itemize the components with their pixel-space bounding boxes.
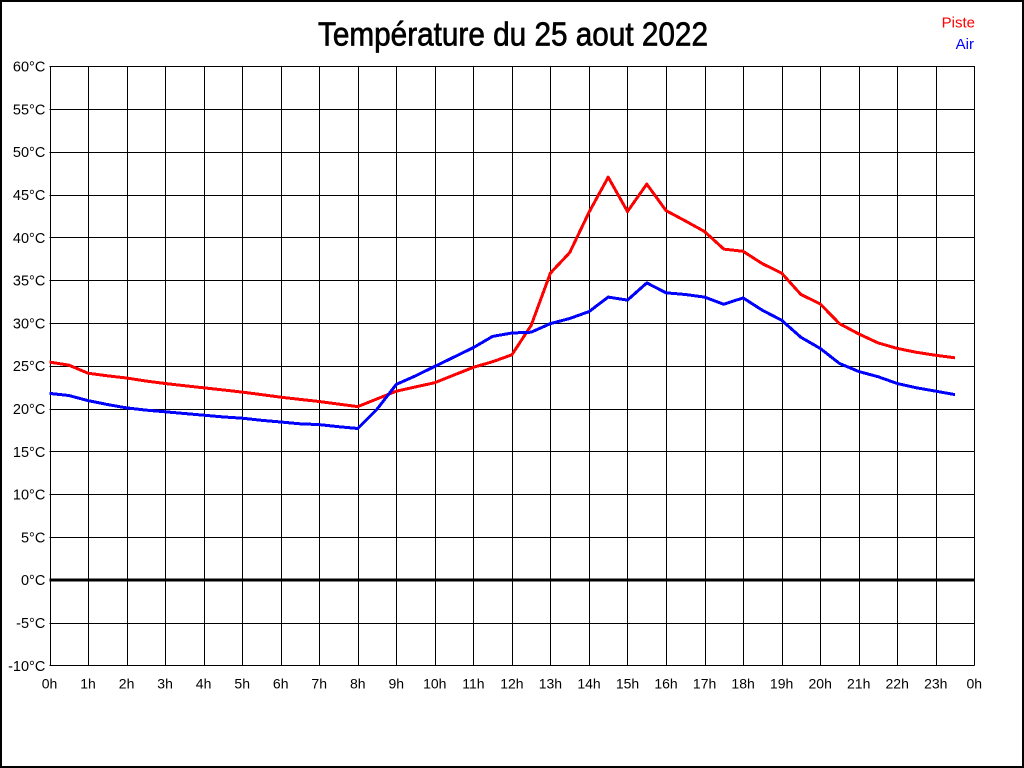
svg-text:17h: 17h: [693, 676, 716, 692]
svg-text:0h: 0h: [42, 676, 58, 692]
svg-text:3h: 3h: [157, 676, 173, 692]
svg-text:25°C: 25°C: [13, 359, 45, 375]
svg-text:11h: 11h: [462, 676, 484, 692]
svg-text:16h: 16h: [654, 676, 677, 692]
svg-text:5°C: 5°C: [21, 530, 45, 546]
svg-text:Piste: Piste: [942, 14, 975, 31]
svg-text:21h: 21h: [847, 676, 870, 692]
svg-text:18h: 18h: [731, 676, 754, 692]
svg-text:45°C: 45°C: [13, 188, 45, 204]
svg-text:7h: 7h: [311, 676, 327, 692]
svg-text:9h: 9h: [389, 676, 405, 692]
svg-text:60°C: 60°C: [13, 60, 45, 76]
svg-text:2h: 2h: [119, 676, 135, 692]
svg-text:15h: 15h: [616, 676, 639, 692]
svg-text:19h: 19h: [770, 676, 793, 692]
svg-text:1h: 1h: [80, 676, 96, 692]
svg-text:14h: 14h: [577, 676, 600, 692]
svg-text:Air: Air: [956, 36, 974, 53]
svg-text:40°C: 40°C: [13, 231, 45, 247]
svg-text:12h: 12h: [500, 676, 523, 692]
svg-text:6h: 6h: [273, 676, 289, 692]
svg-text:Température du 25 aout 2022: Température du 25 aout 2022: [318, 15, 708, 52]
svg-text:-5°C: -5°C: [16, 616, 45, 632]
svg-text:8h: 8h: [350, 676, 366, 692]
svg-text:5h: 5h: [234, 676, 250, 692]
svg-text:10h: 10h: [423, 676, 446, 692]
svg-text:20h: 20h: [809, 676, 832, 692]
svg-text:20°C: 20°C: [13, 402, 45, 418]
svg-text:0°C: 0°C: [21, 573, 45, 589]
svg-text:13h: 13h: [539, 676, 562, 692]
svg-text:35°C: 35°C: [13, 274, 45, 290]
svg-text:23h: 23h: [924, 676, 947, 692]
svg-text:4h: 4h: [196, 676, 212, 692]
svg-text:10°C: 10°C: [13, 488, 45, 504]
svg-text:0h: 0h: [967, 676, 983, 692]
svg-text:15°C: 15°C: [13, 445, 45, 461]
svg-text:22h: 22h: [886, 676, 909, 692]
svg-text:55°C: 55°C: [13, 102, 45, 118]
svg-text:30°C: 30°C: [13, 316, 45, 332]
svg-text:50°C: 50°C: [13, 145, 45, 161]
svg-text:-10°C: -10°C: [8, 659, 45, 675]
